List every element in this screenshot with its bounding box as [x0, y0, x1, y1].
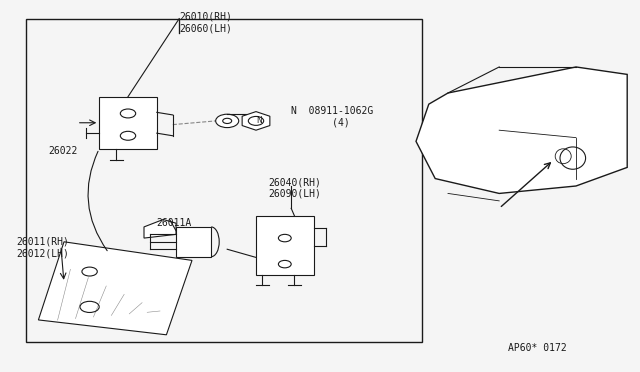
- Text: 26010(RH)
26060(LH): 26010(RH) 26060(LH): [179, 12, 232, 33]
- Text: AP60* 0172: AP60* 0172: [508, 343, 567, 353]
- Text: 26022: 26022: [48, 146, 77, 155]
- Polygon shape: [144, 219, 176, 238]
- Bar: [176, 227, 211, 257]
- Polygon shape: [242, 112, 270, 130]
- Bar: [99, 97, 157, 149]
- Polygon shape: [416, 67, 627, 193]
- Text: 26011A: 26011A: [157, 218, 192, 228]
- Ellipse shape: [560, 147, 586, 169]
- Circle shape: [216, 114, 239, 128]
- Bar: [256, 216, 314, 275]
- Text: N  08911-1062G
       (4): N 08911-1062G (4): [291, 106, 374, 128]
- Text: N: N: [257, 116, 262, 125]
- Polygon shape: [38, 242, 192, 335]
- Bar: [26, 19, 422, 342]
- Text: 26011(RH)
26012(LH): 26011(RH) 26012(LH): [16, 237, 69, 258]
- Text: 26040(RH)
26090(LH): 26040(RH) 26090(LH): [269, 177, 322, 199]
